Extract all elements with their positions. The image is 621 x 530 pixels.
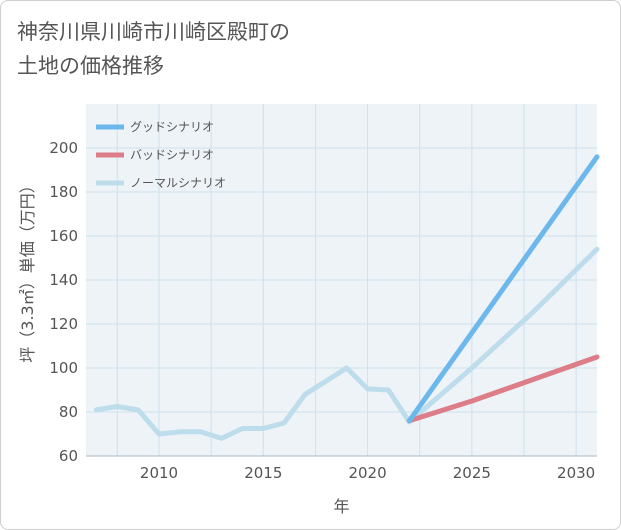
y-tick-label: 160 (49, 227, 78, 245)
x-tick-label: 2010 (140, 464, 178, 482)
x-tick-label: 2025 (453, 464, 491, 482)
chart-title-line-1: 神奈川県川崎市川崎区殿町の (17, 20, 290, 44)
y-tick-label: 180 (49, 183, 78, 201)
x-tick-label: 2030 (557, 464, 595, 482)
x-tick-labels: 2010 2015 2020 2025 2030 (140, 464, 595, 482)
y-tick-label: 100 (49, 359, 78, 377)
legend-label: バッドシナリオ (130, 148, 214, 162)
series-lines (93, 154, 600, 441)
y-tick-label: 60 (59, 447, 78, 465)
x-tick-label: 2015 (244, 464, 282, 482)
x-axis-label: 年 (333, 497, 349, 516)
y-tick-labels: 60 80 100 120 140 160 180 200 (49, 139, 78, 465)
grid-lines (86, 104, 597, 457)
y-tick-label: 140 (49, 271, 78, 289)
series-line-1 (406, 354, 600, 424)
series-line-0 (406, 154, 600, 424)
y-axis-label: 坪（3.3㎡）単価（万円） (18, 177, 37, 362)
chart-title: 神奈川県川崎市川崎区殿町の 土地の価格推移 (17, 15, 437, 83)
x-tick-label: 2020 (348, 464, 386, 482)
y-tick-label: 80 (59, 403, 78, 421)
chart-title-line-2: 土地の価格推移 (17, 54, 164, 78)
y-tick-label: 120 (49, 315, 78, 333)
y-tick-label: 200 (49, 139, 78, 157)
legend-label: ノーマルシナリオ (130, 176, 226, 190)
legend-label: グッドシナリオ (130, 120, 214, 134)
